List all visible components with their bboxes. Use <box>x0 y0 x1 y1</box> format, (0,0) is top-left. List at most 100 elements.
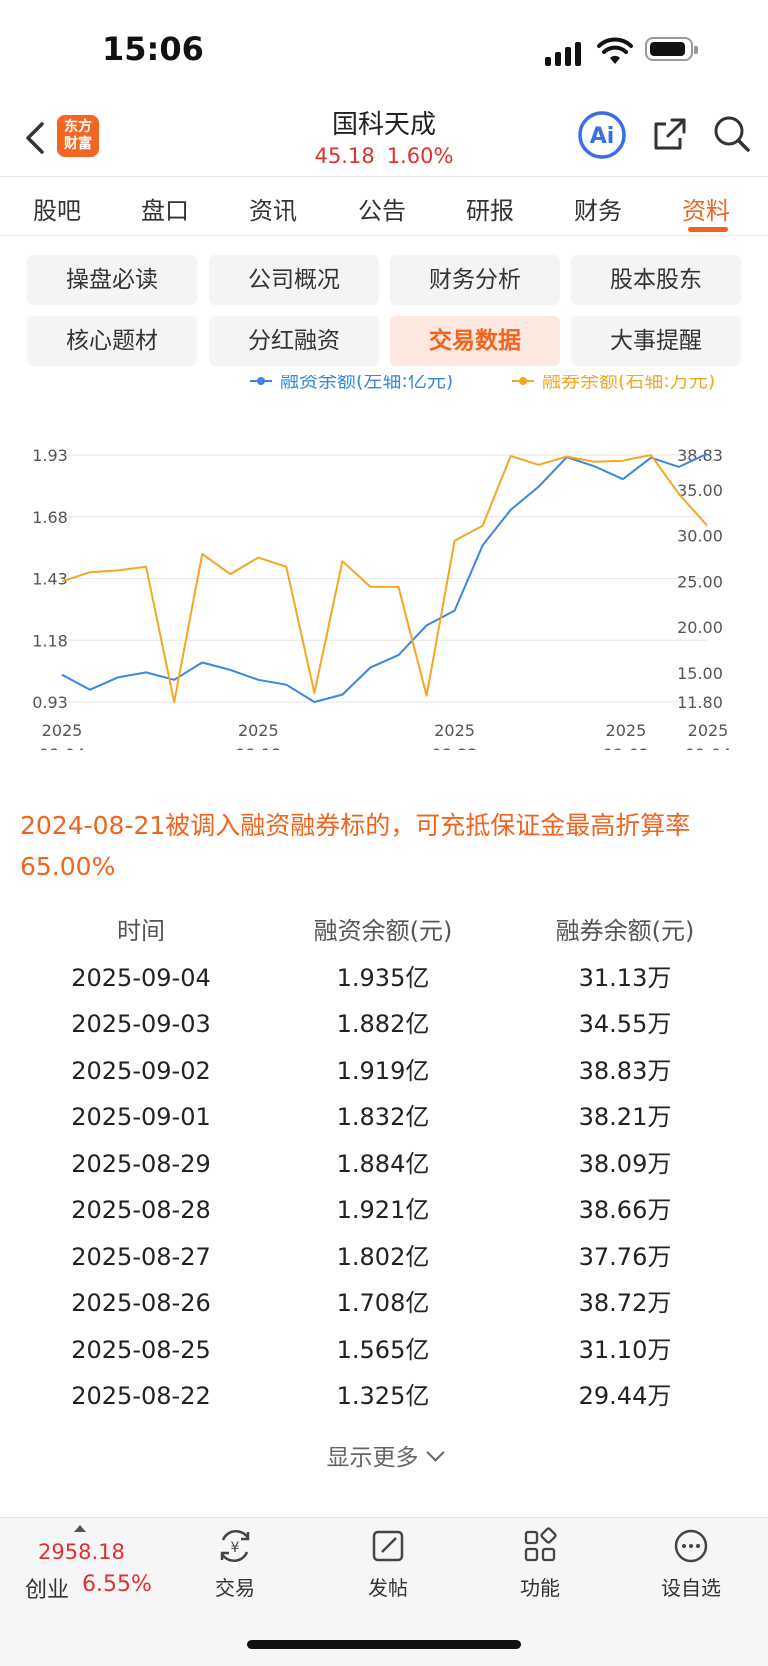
row-financing-balance: 1.708亿 <box>336 1289 430 1317</box>
x-axis-tick-year: 2025 <box>688 721 729 740</box>
header-securities-lending-balance: 融券余额(元) <box>555 917 695 945</box>
table-row: 2025-08-22 1.325亿 29.44万 <box>0 1373 768 1420</box>
index-name[interactable]: 创业 <box>25 1578 70 1603</box>
tab-pankou[interactable]: 盘口 <box>141 197 189 225</box>
row-lending-balance: 29.44万 <box>578 1382 672 1410</box>
status-bar: 15:06 <box>0 0 768 100</box>
margin-chart: 融资余额(左轴:亿元) 融券余额(右轴:万元) 1.93 1.68 1.43 1.18 0.… <box>0 370 768 764</box>
more-icon <box>674 1529 708 1563</box>
logo-line2: 财富 <box>64 136 92 152</box>
x-axis-tick-date: 08-22 <box>431 745 478 750</box>
legend-marker <box>519 377 527 385</box>
table-row: 2025-09-03 1.882亿 34.55万 <box>0 1001 768 1048</box>
row-financing-balance: 1.325亿 <box>336 1382 430 1410</box>
show-more-label: 显示更多 <box>326 1445 419 1471</box>
left-axis-tick: 0.93 <box>32 693 68 712</box>
row-lending-balance: 37.76万 <box>578 1242 672 1271</box>
row-lending-balance: 38.21万 <box>578 1103 672 1131</box>
row-financing-balance: 1.884亿 <box>336 1149 430 1178</box>
stock-header: 东方 财富 国科天成 45.18 1.60% Ai <box>0 100 768 177</box>
add-watchlist-label: 设自选 <box>661 1576 721 1600</box>
sub-company-overview[interactable]: 公司概况 <box>209 255 379 305</box>
ai-assistant-icon[interactable]: Ai <box>577 110 627 160</box>
x-axis-tick-year: 2025 <box>42 721 83 740</box>
row-lending-balance: 38.09万 <box>578 1149 672 1178</box>
sub-financial-analysis[interactable]: 财务分析 <box>390 255 560 305</box>
row-financing-balance: 1.832亿 <box>336 1103 430 1131</box>
row-date: 2025-08-22 <box>71 1382 211 1410</box>
tab-announcements[interactable]: 公告 <box>358 197 406 225</box>
row-financing-balance: 1.935亿 <box>336 963 430 992</box>
legend-marker <box>257 377 265 385</box>
row-date: 2025-09-02 <box>71 1056 211 1085</box>
functions-button[interactable]: 功能 <box>490 1526 590 1601</box>
stock-name: 国科天成 <box>331 110 436 140</box>
tab-news[interactable]: 资讯 <box>249 197 297 225</box>
table-header: 时间 融资余额(元) 融券余额(元) <box>0 908 768 955</box>
sub-shareholders[interactable]: 股本股东 <box>571 255 741 305</box>
right-axis-tick: 11.80 <box>677 693 723 712</box>
left-axis-tick: 1.18 <box>32 631 68 650</box>
row-date: 2025-09-04 <box>71 963 211 992</box>
chevron-down-icon <box>425 1443 445 1462</box>
table-row: 2025-09-01 1.832亿 38.21万 <box>0 1094 768 1141</box>
row-financing-balance: 1.882亿 <box>336 1010 430 1038</box>
home-indicator <box>247 1640 521 1649</box>
sub-trading-data[interactable]: 交易数据 <box>390 316 560 366</box>
row-date: 2025-09-01 <box>71 1103 211 1131</box>
post-icon <box>372 1530 404 1562</box>
stock-change-pct: 1.60% <box>386 144 454 168</box>
table-row: 2025-08-27 1.802亿 37.76万 <box>0 1234 768 1281</box>
row-lending-balance: 38.66万 <box>578 1196 672 1224</box>
trade-icon: ¥ <box>220 1530 250 1562</box>
right-axis-tick: 35.00 <box>677 481 723 500</box>
table-row: 2025-08-25 1.565亿 31.10万 <box>0 1327 768 1374</box>
row-date: 2025-09-03 <box>71 1010 211 1038</box>
back-arrow-icon[interactable] <box>22 120 52 156</box>
row-lending-balance: 31.10万 <box>578 1335 672 1364</box>
add-watchlist-button[interactable]: 设自选 <box>641 1526 741 1601</box>
search-icon[interactable] <box>712 114 752 154</box>
securities-lending-line <box>61 454 708 703</box>
sub-major-events[interactable]: 大事提醒 <box>571 316 741 366</box>
index-value[interactable]: 2958.18 <box>38 1540 125 1564</box>
index-change-pct[interactable]: 6.55% <box>82 1572 152 1597</box>
left-axis-tick: 1.43 <box>32 570 68 589</box>
sub-dividend-financing[interactable]: 分红融资 <box>209 316 379 366</box>
table-row: 2025-08-26 1.708亿 38.72万 <box>0 1280 768 1327</box>
row-lending-balance: 38.72万 <box>578 1289 672 1317</box>
post-label: 发帖 <box>368 1576 408 1600</box>
x-axis-tick-date: 08-13 <box>235 745 282 750</box>
svg-text:Ai: Ai <box>590 124 615 149</box>
right-axis-tick: 25.00 <box>677 572 723 591</box>
stock-quote: 45.18 1.60% <box>0 144 768 168</box>
legend-label: 融券余额(右轴:万元) <box>542 375 715 392</box>
cellular-signal-icon <box>545 40 583 66</box>
sub-core-themes[interactable]: 核心题材 <box>27 316 197 366</box>
row-lending-balance: 31.13万 <box>578 963 672 992</box>
row-financing-balance: 1.921亿 <box>336 1196 430 1224</box>
caret-up-icon[interactable] <box>74 1525 86 1532</box>
sub-trading-guide[interactable]: 操盘必读 <box>27 255 197 305</box>
table-row: 2025-09-04 1.935亿 31.13万 <box>0 955 768 1002</box>
show-more-button[interactable]: 显示更多 <box>0 1438 768 1472</box>
tab-profile[interactable]: 资料 <box>682 197 730 225</box>
battery-icon <box>645 37 698 61</box>
svg-text:¥: ¥ <box>231 1540 240 1556</box>
margin-eligibility-note: 2024-08-21被调入融资融券标的，可充抵保证金最高折算率65.00% <box>20 811 691 881</box>
tab-finance[interactable]: 财务 <box>574 197 622 225</box>
tab-guba[interactable]: 股吧 <box>33 197 81 225</box>
row-date: 2025-08-26 <box>71 1289 211 1317</box>
share-icon[interactable] <box>650 114 690 154</box>
table-body: 2025-09-04 1.935亿 31.13万 2025-09-03 1.882亿 34… <box>0 955 768 1420</box>
financing-balance-line <box>61 452 708 703</box>
logo-line1: 东方 <box>64 119 92 135</box>
row-date: 2025-08-27 <box>71 1242 211 1271</box>
tab-research[interactable]: 研报 <box>466 197 514 225</box>
trade-button[interactable]: ¥ 交易 <box>185 1526 285 1601</box>
right-axis-tick: 38.83 <box>677 446 723 465</box>
wifi-icon <box>597 37 633 64</box>
x-axis-tick-year: 2025 <box>606 721 647 740</box>
x-axis-tick-year: 2025 <box>238 721 279 740</box>
post-button[interactable]: 发帖 <box>338 1526 438 1601</box>
